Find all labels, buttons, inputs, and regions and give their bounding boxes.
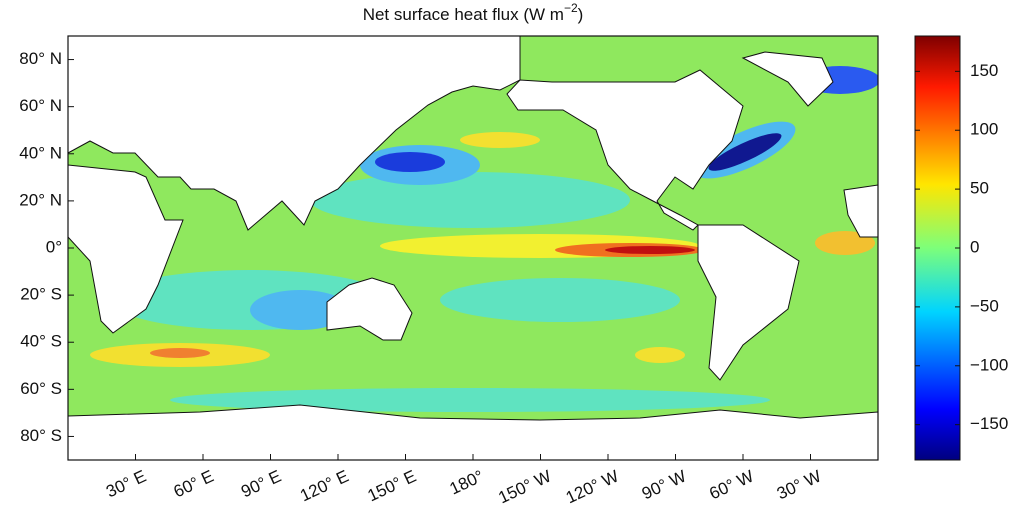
flux-region — [635, 347, 685, 363]
lon-tick-label: 60° E — [171, 466, 217, 501]
lon-tick-label: 90° W — [639, 466, 689, 503]
lon-tick-label: 180° — [447, 466, 487, 498]
flux-region — [170, 388, 770, 412]
lat-tick-label: 80° S — [20, 426, 62, 445]
colorbar-tick-label: −50 — [970, 296, 999, 315]
colorbar-tick-label: 100 — [970, 120, 998, 139]
land — [68, 164, 184, 334]
lon-tick-label: 90° E — [238, 466, 284, 501]
flux-region — [460, 132, 540, 148]
lat-tick-label: 40° N — [19, 143, 62, 162]
land — [843, 184, 878, 238]
lat-tick-label: 60° S — [20, 379, 62, 398]
flux-region — [605, 246, 695, 254]
colorbar-tick-label: −100 — [970, 355, 1008, 374]
colorbar — [914, 35, 961, 461]
lon-tick-label: 30° W — [774, 466, 824, 503]
colorbar-tick-label: 0 — [970, 237, 979, 256]
lat-tick-label: 80° N — [19, 49, 62, 68]
lat-tick-label: 20° S — [20, 285, 62, 304]
flux-region — [440, 278, 680, 322]
land — [68, 36, 521, 231]
title-close: ) — [578, 5, 584, 24]
lon-tick-label: 60° W — [706, 466, 756, 503]
lon-tick-label: 150° E — [365, 466, 419, 505]
land — [741, 51, 834, 107]
lon-tick-label: 150° W — [495, 466, 554, 507]
colorbar-tick-label: 50 — [970, 179, 989, 198]
colorbar-tick-label: 150 — [970, 61, 998, 80]
land — [697, 224, 800, 381]
map-field — [68, 36, 878, 460]
lat-tick-label: 60° N — [19, 96, 62, 115]
flux-region — [310, 172, 630, 228]
land — [506, 69, 744, 231]
flux-region — [708, 133, 782, 171]
lon-tick-label: 120° E — [297, 466, 351, 505]
land — [68, 404, 878, 460]
title: Net surface heat flux (W m−2) — [363, 1, 584, 24]
lon-tick-label: 120° W — [563, 466, 622, 507]
lat-tick-label: 0° — [46, 237, 62, 256]
lat-tick-label: 20° N — [19, 190, 62, 209]
flux-region — [375, 152, 445, 172]
title-superscript: −2 — [564, 1, 578, 15]
lat-tick-label: 40° S — [20, 332, 62, 351]
flux-region — [150, 348, 210, 358]
lon-tick-label: 30° E — [103, 466, 149, 501]
title-text: Net surface heat flux (W m — [363, 5, 564, 24]
flux-region — [250, 290, 350, 330]
colorbar-tick-label: −150 — [970, 414, 1008, 433]
land — [326, 277, 413, 341]
